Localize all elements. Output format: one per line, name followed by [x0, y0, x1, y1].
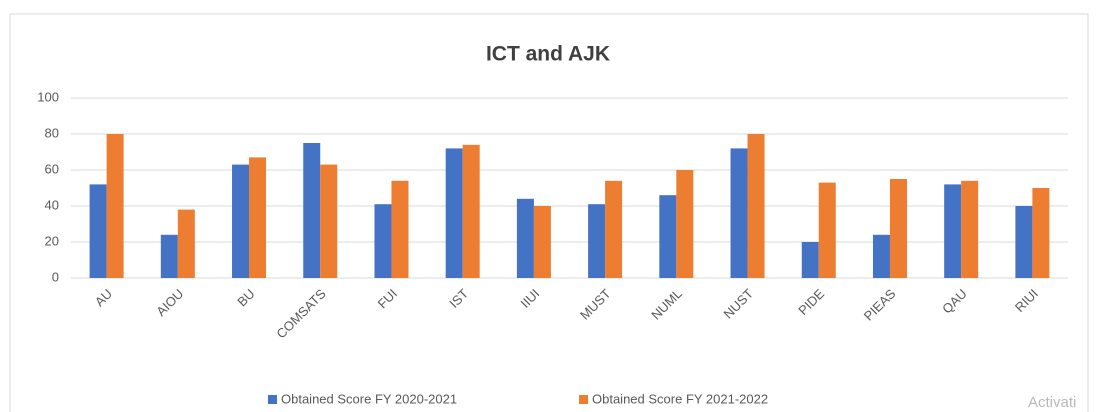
- bar: [961, 180, 979, 278]
- y-tick-label: 80: [45, 125, 59, 140]
- y-tick-label: 100: [37, 89, 59, 104]
- bar: [1015, 206, 1033, 278]
- bar: [533, 206, 551, 278]
- bar: [462, 144, 480, 278]
- legend-swatch: [579, 395, 588, 404]
- bar: [177, 209, 195, 278]
- bar: [374, 204, 392, 278]
- y-tick-label: 60: [45, 161, 59, 176]
- legend-label: Obtained Score FY 2020-2021: [281, 391, 457, 406]
- y-tick-label: 0: [52, 269, 59, 284]
- bar: [801, 242, 819, 278]
- y-tick-label: 20: [45, 233, 59, 248]
- bar: [889, 179, 907, 278]
- y-tick-label: 40: [45, 197, 59, 212]
- watermark: Activati: [1028, 394, 1076, 411]
- bar: [391, 180, 409, 278]
- bar: [944, 184, 962, 278]
- bar: [89, 184, 107, 278]
- bar: [872, 234, 890, 278]
- bar: [320, 164, 338, 278]
- bar: [747, 134, 765, 278]
- bar: [445, 148, 463, 278]
- bar: [588, 204, 606, 278]
- bar: [605, 180, 623, 278]
- bar: [232, 164, 250, 278]
- bar: [516, 198, 534, 278]
- bar: [303, 143, 321, 278]
- bar: [676, 170, 694, 278]
- bar: [106, 134, 124, 278]
- bar: [818, 182, 836, 278]
- chart-title: ICT and AJK: [486, 43, 610, 66]
- bar: [1032, 188, 1050, 278]
- bar: [730, 148, 748, 278]
- legend-swatch: [268, 395, 277, 404]
- legend-label: Obtained Score FY 2021-2022: [592, 391, 768, 406]
- bar: [249, 157, 267, 278]
- bar: [659, 195, 677, 278]
- bar: [160, 234, 178, 278]
